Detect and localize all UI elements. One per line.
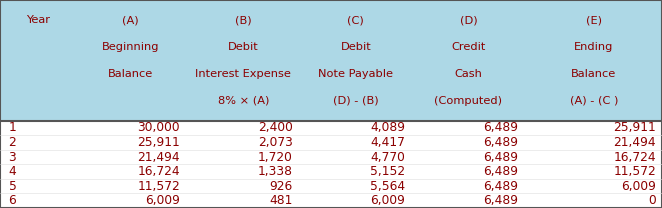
Text: Debit: Debit — [228, 42, 259, 52]
Text: Credit: Credit — [451, 42, 485, 52]
Text: 21,494: 21,494 — [614, 136, 656, 149]
Text: (D): (D) — [459, 15, 477, 25]
Text: Balance: Balance — [571, 69, 616, 79]
Text: 6,489: 6,489 — [483, 136, 518, 149]
Text: (C): (C) — [348, 15, 364, 25]
Text: 6,489: 6,489 — [483, 121, 518, 134]
Text: 6,009: 6,009 — [621, 180, 656, 193]
Bar — [0, 121, 662, 208]
Text: (A) - (C ): (A) - (C ) — [569, 95, 618, 105]
Text: 8% × (A): 8% × (A) — [218, 95, 269, 105]
Text: 2,073: 2,073 — [258, 136, 293, 149]
Text: Debit: Debit — [340, 42, 371, 52]
Text: 6,009: 6,009 — [145, 194, 180, 207]
Text: 0: 0 — [648, 194, 656, 207]
Text: Cash: Cash — [454, 69, 483, 79]
Text: 4,089: 4,089 — [370, 121, 405, 134]
Text: Balance: Balance — [108, 69, 154, 79]
Bar — [0, 0, 662, 121]
Text: 21,494: 21,494 — [138, 151, 180, 163]
Text: 6: 6 — [9, 194, 17, 207]
Text: 30,000: 30,000 — [138, 121, 180, 134]
Text: 6,489: 6,489 — [483, 165, 518, 178]
Text: (D) - (B): (D) - (B) — [333, 95, 379, 105]
Text: 1,338: 1,338 — [258, 165, 293, 178]
Text: 481: 481 — [269, 194, 293, 207]
Text: 16,724: 16,724 — [138, 165, 180, 178]
Text: Ending: Ending — [574, 42, 614, 52]
Text: 6,489: 6,489 — [483, 151, 518, 163]
Text: (Computed): (Computed) — [434, 95, 502, 105]
Text: 25,911: 25,911 — [137, 136, 180, 149]
Text: 2,400: 2,400 — [258, 121, 293, 134]
Text: 5,564: 5,564 — [370, 180, 405, 193]
Text: (A): (A) — [122, 15, 139, 25]
Text: Year: Year — [26, 15, 50, 25]
Text: (B): (B) — [235, 15, 252, 25]
Text: 6,489: 6,489 — [483, 180, 518, 193]
Text: 25,911: 25,911 — [613, 121, 656, 134]
Text: Interest Expense: Interest Expense — [195, 69, 291, 79]
Text: 11,572: 11,572 — [137, 180, 180, 193]
Text: 4,770: 4,770 — [370, 151, 405, 163]
Text: 11,572: 11,572 — [613, 165, 656, 178]
Text: 1,720: 1,720 — [258, 151, 293, 163]
Text: 3: 3 — [9, 151, 17, 163]
Text: 16,724: 16,724 — [614, 151, 656, 163]
Text: 2: 2 — [9, 136, 17, 149]
Text: 5,152: 5,152 — [370, 165, 405, 178]
Text: 6,009: 6,009 — [370, 194, 405, 207]
Text: 4: 4 — [9, 165, 17, 178]
Text: Note Payable: Note Payable — [318, 69, 393, 79]
Text: 5: 5 — [9, 180, 17, 193]
Text: Beginning: Beginning — [102, 42, 160, 52]
Text: (E): (E) — [586, 15, 602, 25]
Text: 6,489: 6,489 — [483, 194, 518, 207]
Text: 926: 926 — [269, 180, 293, 193]
Text: 1: 1 — [9, 121, 17, 134]
Text: 4,417: 4,417 — [370, 136, 405, 149]
